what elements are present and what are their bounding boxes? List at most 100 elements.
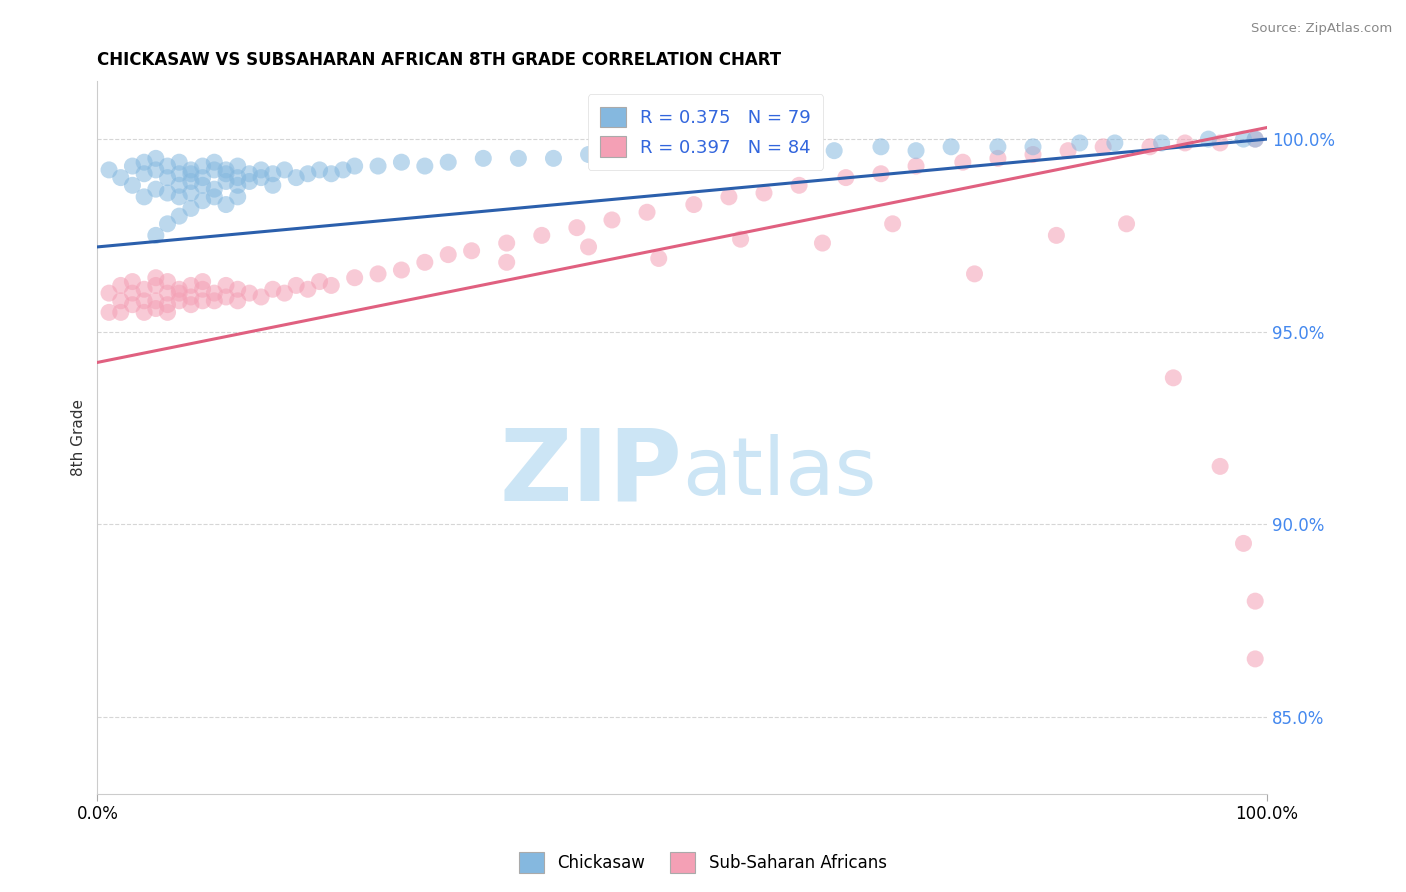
Point — [98, 162, 121, 177]
Point — [215, 174, 238, 188]
Point — [226, 170, 249, 185]
Point — [297, 282, 319, 296]
Point — [321, 278, 343, 293]
Point — [495, 235, 517, 250]
Point — [110, 278, 132, 293]
Point — [215, 167, 238, 181]
Point — [156, 305, 179, 319]
Point — [250, 162, 273, 177]
Point — [1115, 217, 1137, 231]
Point — [695, 147, 717, 161]
Point — [1150, 136, 1173, 150]
Point — [1139, 140, 1161, 154]
Point — [717, 190, 740, 204]
Point — [787, 178, 810, 193]
Point — [682, 197, 704, 211]
Point — [1022, 140, 1045, 154]
Point — [437, 247, 460, 261]
Point — [167, 155, 190, 169]
Point — [156, 275, 179, 289]
Point — [202, 162, 225, 177]
Point — [180, 186, 202, 200]
Point — [578, 147, 600, 161]
Point — [226, 293, 249, 308]
Point — [191, 293, 214, 308]
Point — [1244, 594, 1267, 608]
Point — [1244, 132, 1267, 146]
Point — [823, 144, 845, 158]
Point — [1092, 140, 1115, 154]
Point — [202, 155, 225, 169]
Point — [636, 205, 658, 219]
Point — [121, 298, 143, 312]
Point — [391, 155, 413, 169]
Point — [437, 155, 460, 169]
Point — [238, 286, 260, 301]
Point — [215, 162, 238, 177]
Point — [413, 159, 436, 173]
Text: Source: ZipAtlas.com: Source: ZipAtlas.com — [1251, 22, 1392, 36]
Point — [530, 228, 553, 243]
Point — [134, 155, 156, 169]
Point — [495, 255, 517, 269]
Point — [952, 155, 974, 169]
Point — [987, 140, 1010, 154]
Point — [343, 159, 366, 173]
Point — [1045, 228, 1067, 243]
Point — [262, 282, 284, 296]
Point — [156, 286, 179, 301]
Point — [600, 213, 623, 227]
Point — [262, 167, 284, 181]
Point — [134, 305, 156, 319]
Point — [167, 293, 190, 308]
Point — [308, 275, 330, 289]
Point — [226, 190, 249, 204]
Point — [167, 286, 190, 301]
Point — [145, 152, 167, 166]
Point — [191, 275, 214, 289]
Point — [121, 159, 143, 173]
Point — [413, 255, 436, 269]
Point — [180, 162, 202, 177]
Point — [202, 293, 225, 308]
Point — [1069, 136, 1091, 150]
Point — [180, 278, 202, 293]
Point — [215, 278, 238, 293]
Point — [110, 170, 132, 185]
Point — [613, 152, 636, 166]
Point — [180, 290, 202, 304]
Point — [285, 170, 308, 185]
Point — [121, 178, 143, 193]
Point — [156, 186, 179, 200]
Point — [963, 267, 986, 281]
Point — [180, 167, 202, 181]
Text: atlas: atlas — [682, 434, 876, 512]
Point — [776, 144, 799, 158]
Point — [238, 174, 260, 188]
Legend: R = 0.375   N = 79, R = 0.397   N = 84: R = 0.375 N = 79, R = 0.397 N = 84 — [588, 94, 824, 170]
Point — [167, 190, 190, 204]
Point — [180, 174, 202, 188]
Point — [835, 170, 858, 185]
Point — [870, 167, 893, 181]
Point — [145, 182, 167, 196]
Point — [145, 278, 167, 293]
Point — [297, 167, 319, 181]
Point — [226, 178, 249, 193]
Point — [659, 147, 682, 161]
Point — [273, 286, 295, 301]
Point — [367, 267, 389, 281]
Point — [191, 194, 214, 208]
Point — [215, 290, 238, 304]
Point — [1232, 132, 1254, 146]
Legend: Chickasaw, Sub-Saharan Africans: Chickasaw, Sub-Saharan Africans — [513, 846, 893, 880]
Point — [134, 293, 156, 308]
Point — [156, 298, 179, 312]
Point — [273, 162, 295, 177]
Point — [98, 305, 121, 319]
Point — [648, 252, 671, 266]
Point — [905, 159, 928, 173]
Point — [156, 170, 179, 185]
Point — [1244, 132, 1267, 146]
Point — [215, 197, 238, 211]
